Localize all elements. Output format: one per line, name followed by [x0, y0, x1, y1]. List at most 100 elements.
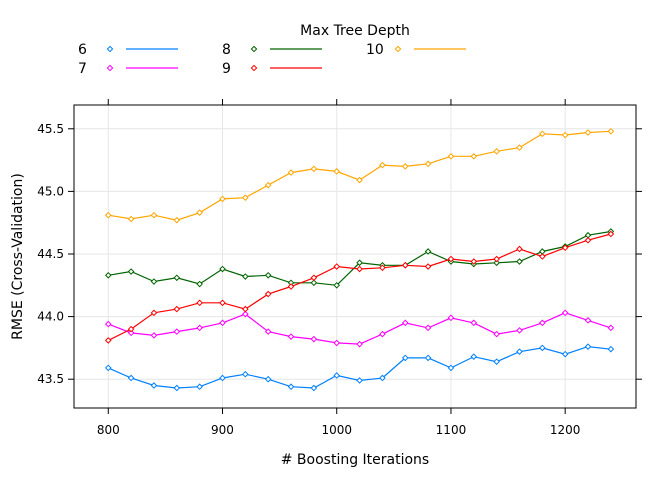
y-tick-label: 43.5 [37, 372, 64, 386]
data-point-6 [127, 374, 135, 382]
data-point-10 [401, 163, 409, 170]
data-point-10 [379, 161, 386, 169]
x-tick-label: 1200 [550, 423, 581, 437]
data-point-9 [104, 337, 112, 344]
data-point-8 [150, 278, 158, 285]
series-6 [104, 343, 615, 392]
data-point-6 [607, 345, 615, 353]
data-point-9 [493, 255, 500, 263]
data-point-9 [516, 245, 523, 253]
data-point-6 [104, 364, 112, 372]
y-axis-title: RMSE (Cross-Validation) [10, 173, 26, 340]
data-point-6 [219, 374, 226, 382]
data-point-9 [539, 253, 546, 260]
data-point-8 [333, 281, 341, 289]
data-point-8 [310, 279, 318, 287]
data-point-6 [196, 383, 203, 391]
legend-item-7: 7 [78, 61, 178, 77]
series-line-8 [108, 230, 611, 286]
legend-marker [106, 64, 114, 72]
data-point-7 [561, 309, 569, 317]
data-point-8 [219, 265, 226, 273]
data-point-8 [424, 248, 432, 255]
series-7 [104, 309, 615, 348]
data-point-7 [424, 324, 432, 332]
x-tick-label: 800 [97, 423, 120, 437]
series-10 [104, 127, 615, 224]
data-point-6 [516, 348, 523, 355]
data-point-8 [127, 268, 135, 275]
data-point-9 [333, 263, 341, 270]
data-point-10 [607, 127, 615, 135]
data-point-7 [219, 319, 226, 327]
series-layer [104, 127, 615, 392]
data-point-7 [401, 319, 409, 327]
data-point-7 [287, 333, 295, 340]
legend-item-10: 10 [366, 42, 466, 58]
data-point-6 [401, 354, 409, 362]
legend-item-8: 8 [222, 42, 322, 58]
data-point-8 [242, 273, 249, 280]
data-point-9 [470, 258, 478, 265]
data-point-9 [584, 236, 592, 244]
data-point-6 [493, 358, 500, 365]
series-8 [104, 228, 615, 289]
data-point-7 [264, 328, 272, 335]
data-point-10 [561, 131, 569, 139]
data-point-9 [242, 305, 249, 313]
data-point-9 [287, 283, 295, 290]
data-point-6 [561, 350, 569, 358]
data-point-7 [310, 335, 318, 343]
legend-marker [106, 45, 114, 53]
y-tick-label: 44.5 [37, 247, 64, 261]
data-point-9 [424, 263, 432, 270]
data-point-7 [539, 319, 546, 327]
legend-marker [250, 45, 258, 53]
data-point-7 [607, 324, 615, 332]
legend-label: 10 [366, 42, 384, 58]
data-point-10 [584, 129, 592, 136]
data-point-9 [447, 255, 455, 263]
data-point-6 [539, 344, 546, 352]
data-point-7 [356, 340, 363, 348]
legend-marker [250, 64, 258, 72]
data-point-10 [287, 169, 295, 176]
data-point-8 [264, 271, 272, 279]
series-line-9 [108, 233, 612, 341]
data-point-9 [356, 265, 363, 273]
data-point-9 [607, 230, 615, 238]
data-point-7 [584, 317, 592, 324]
data-point-10 [264, 181, 272, 189]
legend-label: 6 [78, 42, 87, 58]
data-point-9 [219, 299, 226, 307]
data-point-9 [196, 299, 203, 307]
x-tick-label: 1100 [436, 423, 467, 437]
series-line-10 [108, 130, 611, 221]
data-point-6 [584, 343, 592, 350]
data-point-7 [104, 320, 112, 328]
y-tick-label: 45.0 [37, 184, 64, 198]
data-point-7 [379, 330, 386, 338]
data-point-6 [310, 384, 318, 392]
data-point-7 [150, 332, 158, 339]
data-point-8 [493, 259, 500, 267]
data-point-9 [264, 290, 272, 298]
data-point-10 [219, 195, 226, 203]
data-point-8 [196, 280, 203, 288]
data-point-7 [470, 319, 478, 327]
data-point-10 [196, 209, 203, 216]
data-point-10 [539, 130, 546, 138]
data-point-9 [561, 244, 569, 252]
data-point-10 [150, 211, 158, 219]
data-point-6 [356, 377, 363, 384]
data-point-10 [470, 153, 478, 160]
data-point-10 [127, 215, 135, 223]
legend-marker [394, 45, 402, 53]
grid [74, 105, 636, 408]
data-point-9 [379, 264, 386, 272]
x-tick-label: 1000 [321, 423, 352, 437]
data-point-10 [493, 148, 500, 155]
y-tick-label: 44.0 [37, 310, 64, 324]
data-point-10 [516, 144, 523, 151]
plot-panel-border [73, 104, 637, 409]
